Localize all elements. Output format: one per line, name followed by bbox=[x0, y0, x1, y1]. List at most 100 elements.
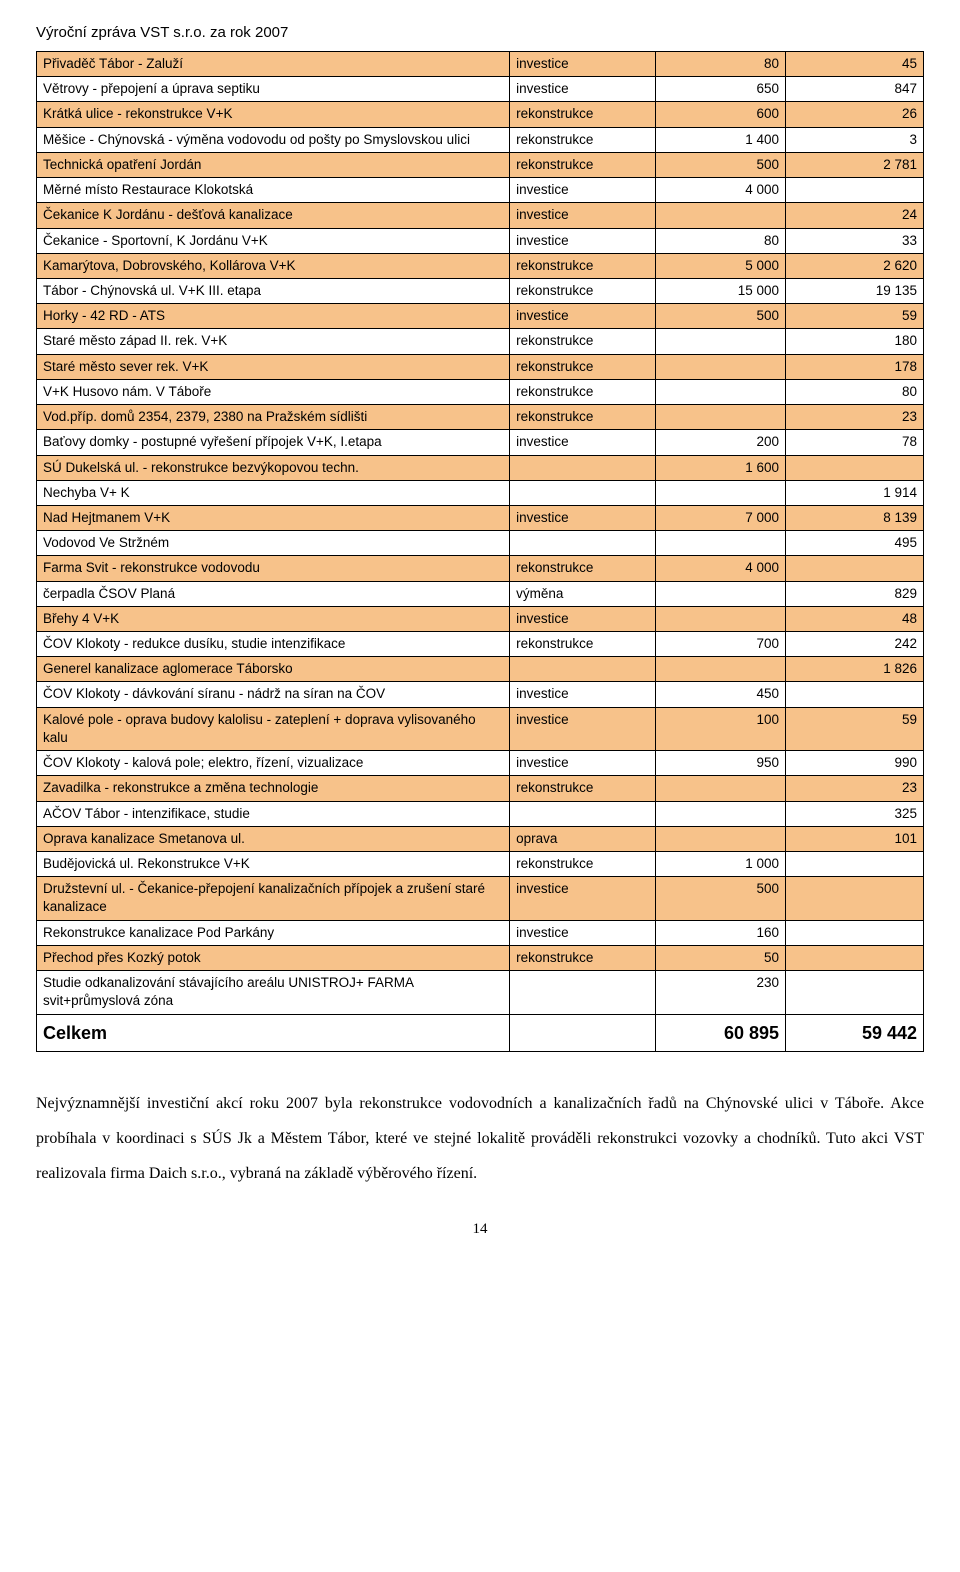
cell-v1: 500 bbox=[656, 877, 786, 920]
investments-table: Přivaděč Tábor - Zalužíinvestice8045Větr… bbox=[36, 51, 924, 1052]
cell-type: investice bbox=[510, 430, 656, 455]
cell-type: investice bbox=[510, 505, 656, 530]
cell-desc: Krátká ulice - rekonstrukce V+K bbox=[37, 102, 510, 127]
cell-v1: 100 bbox=[656, 707, 786, 750]
cell-v1 bbox=[656, 531, 786, 556]
cell-v2: 78 bbox=[786, 430, 924, 455]
cell-desc: Nechyba V+ K bbox=[37, 480, 510, 505]
table-row: Měšice - Chýnovská - výměna vodovodu od … bbox=[37, 127, 924, 152]
total-type bbox=[510, 1014, 656, 1051]
cell-desc: ČOV Klokoty - kalová pole; elektro, říze… bbox=[37, 751, 510, 776]
body-paragraph: Nejvýznamnější investiční akcí roku 2007… bbox=[36, 1086, 924, 1192]
cell-type: rekonstrukce bbox=[510, 278, 656, 303]
table-row: Zavadilka - rekonstrukce a změna technol… bbox=[37, 776, 924, 801]
cell-v2: 19 135 bbox=[786, 278, 924, 303]
cell-desc: ČOV Klokoty - dávkování síranu - nádrž n… bbox=[37, 682, 510, 707]
cell-desc: čerpadla ČSOV Planá bbox=[37, 581, 510, 606]
table-row: Nad Hejtmanem V+Kinvestice7 0008 139 bbox=[37, 505, 924, 530]
table-row: Vodovod Ve Stržném495 bbox=[37, 531, 924, 556]
cell-type: investice bbox=[510, 178, 656, 203]
cell-v1: 230 bbox=[656, 971, 786, 1014]
total-v1: 60 895 bbox=[656, 1014, 786, 1051]
cell-desc: ČOV Klokoty - redukce dusíku, studie int… bbox=[37, 632, 510, 657]
cell-desc: Tábor - Chýnovská ul. V+K III. etapa bbox=[37, 278, 510, 303]
cell-desc: Měrné místo Restaurace Klokotská bbox=[37, 178, 510, 203]
cell-type: investice bbox=[510, 707, 656, 750]
cell-desc: Farma Svit - rekonstrukce vodovodu bbox=[37, 556, 510, 581]
cell-desc: Přechod přes Kozký potok bbox=[37, 945, 510, 970]
cell-type: výměna bbox=[510, 581, 656, 606]
cell-v1: 450 bbox=[656, 682, 786, 707]
cell-type: rekonstrukce bbox=[510, 632, 656, 657]
cell-type: rekonstrukce bbox=[510, 776, 656, 801]
cell-v2 bbox=[786, 945, 924, 970]
cell-desc: Čekanice - Sportovní, K Jordánu V+K bbox=[37, 228, 510, 253]
cell-v1: 500 bbox=[656, 304, 786, 329]
cell-type: rekonstrukce bbox=[510, 127, 656, 152]
cell-v2 bbox=[786, 455, 924, 480]
cell-type: investice bbox=[510, 751, 656, 776]
cell-desc: Čekanice K Jordánu - dešťová kanalizace bbox=[37, 203, 510, 228]
cell-type: investice bbox=[510, 877, 656, 920]
cell-desc: Vod.příp. domů 2354, 2379, 2380 na Pražs… bbox=[37, 405, 510, 430]
cell-v2 bbox=[786, 971, 924, 1014]
cell-desc: AČOV Tábor - intenzifikace, studie bbox=[37, 801, 510, 826]
table-row: SÚ Dukelská ul. - rekonstrukce bezvýkopo… bbox=[37, 455, 924, 480]
cell-v1: 160 bbox=[656, 920, 786, 945]
cell-desc: Staré město západ II. rek. V+K bbox=[37, 329, 510, 354]
cell-v1 bbox=[656, 606, 786, 631]
table-row: Nechyba V+ K1 914 bbox=[37, 480, 924, 505]
table-row: Kamarýtova, Dobrovského, Kollárova V+Kre… bbox=[37, 253, 924, 278]
cell-v1 bbox=[656, 581, 786, 606]
cell-v1: 7 000 bbox=[656, 505, 786, 530]
cell-v2: 242 bbox=[786, 632, 924, 657]
cell-type bbox=[510, 657, 656, 682]
cell-v2: 26 bbox=[786, 102, 924, 127]
page-number: 14 bbox=[36, 1221, 924, 1238]
cell-v2: 59 bbox=[786, 304, 924, 329]
cell-type: investice bbox=[510, 682, 656, 707]
table-row: Měrné místo Restaurace Klokotskáinvestic… bbox=[37, 178, 924, 203]
cell-v2: 180 bbox=[786, 329, 924, 354]
cell-desc: Technická opatření Jordán bbox=[37, 152, 510, 177]
cell-type: rekonstrukce bbox=[510, 852, 656, 877]
table-row: ČOV Klokoty - kalová pole; elektro, říze… bbox=[37, 751, 924, 776]
total-label: Celkem bbox=[37, 1014, 510, 1051]
cell-v1: 50 bbox=[656, 945, 786, 970]
table-row: Baťovy domky - postupné vyřešení přípoje… bbox=[37, 430, 924, 455]
cell-type: investice bbox=[510, 228, 656, 253]
cell-v2: 33 bbox=[786, 228, 924, 253]
cell-desc: Horky - 42 RD - ATS bbox=[37, 304, 510, 329]
cell-v1 bbox=[656, 776, 786, 801]
cell-v1 bbox=[656, 480, 786, 505]
cell-v2: 80 bbox=[786, 379, 924, 404]
cell-v2: 2 620 bbox=[786, 253, 924, 278]
table-row: Čekanice - Sportovní, K Jordánu V+Kinves… bbox=[37, 228, 924, 253]
cell-v1 bbox=[656, 801, 786, 826]
table-row: V+K Husovo nám. V Tábořerekonstrukce80 bbox=[37, 379, 924, 404]
cell-type: rekonstrukce bbox=[510, 152, 656, 177]
table-row: Generel kanalizace aglomerace Táborsko1 … bbox=[37, 657, 924, 682]
cell-desc: Družstevní ul. - Čekanice-přepojení kana… bbox=[37, 877, 510, 920]
cell-v1: 80 bbox=[656, 52, 786, 77]
cell-v2: 990 bbox=[786, 751, 924, 776]
table-row: ČOV Klokoty - redukce dusíku, studie int… bbox=[37, 632, 924, 657]
cell-v1: 80 bbox=[656, 228, 786, 253]
table-row: Farma Svit - rekonstrukce vodovodurekons… bbox=[37, 556, 924, 581]
cell-v2 bbox=[786, 920, 924, 945]
cell-desc: Rekonstrukce kanalizace Pod Parkány bbox=[37, 920, 510, 945]
cell-desc: Větrovy - přepojení a úprava septiku bbox=[37, 77, 510, 102]
cell-type: rekonstrukce bbox=[510, 556, 656, 581]
cell-v2: 178 bbox=[786, 354, 924, 379]
cell-desc: Staré město sever rek. V+K bbox=[37, 354, 510, 379]
cell-desc: Kalové pole - oprava budovy kalolisu - z… bbox=[37, 707, 510, 750]
cell-v1: 1 600 bbox=[656, 455, 786, 480]
cell-type bbox=[510, 971, 656, 1014]
cell-v2: 325 bbox=[786, 801, 924, 826]
cell-type: investice bbox=[510, 52, 656, 77]
cell-v2 bbox=[786, 877, 924, 920]
cell-type: rekonstrukce bbox=[510, 329, 656, 354]
cell-desc: Baťovy domky - postupné vyřešení přípoje… bbox=[37, 430, 510, 455]
cell-v1 bbox=[656, 657, 786, 682]
cell-type: investice bbox=[510, 203, 656, 228]
